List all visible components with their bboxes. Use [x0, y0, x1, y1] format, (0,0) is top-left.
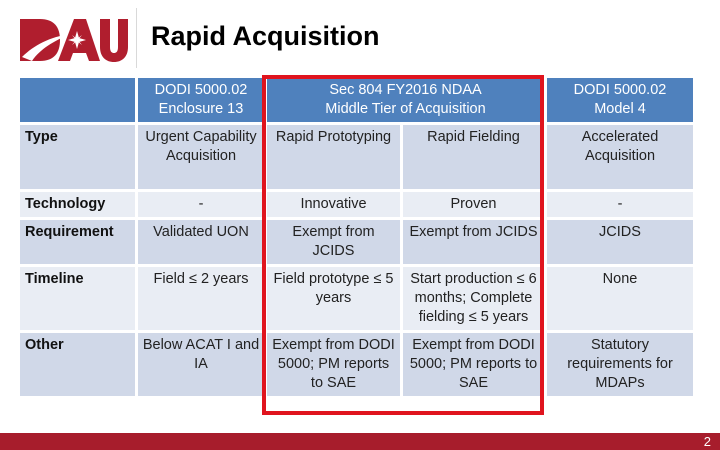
- footer-bar: 2: [0, 433, 720, 450]
- table-cell: Rapid Fielding: [403, 125, 544, 189]
- table-row-technology: Technology - Innovative Proven -: [20, 192, 693, 217]
- column-header-label: DODI 5000.02 Enclosure 13: [154, 82, 248, 117]
- table-cell: Validated UON: [138, 220, 264, 264]
- table-cell: Below ACAT I and IA: [138, 333, 264, 396]
- table-cell: -: [138, 192, 264, 217]
- table-cell: Start production ≤ 6 months; Complete fi…: [403, 267, 544, 330]
- column-header-enclosure-13: DODI 5000.02 Enclosure 13: [138, 78, 264, 122]
- column-header-sec-804: Sec 804 FY2016 NDAA Middle Tier of Acqui…: [267, 78, 544, 122]
- table-cell: Exempt from DODI 5000; PM reports to SAE: [403, 333, 544, 396]
- row-label: Timeline: [20, 267, 135, 330]
- table-row-requirement: Requirement Validated UON Exempt from JC…: [20, 220, 693, 264]
- table-row-timeline: Timeline Field ≤ 2 years Field prototype…: [20, 267, 693, 330]
- dau-logo: [20, 17, 128, 63]
- table-cell: Accelerated Acquisition: [547, 125, 693, 189]
- table-cell: Exempt from DODI 5000; PM reports to SAE: [267, 333, 400, 396]
- table-row-type: Type Urgent Capability Acquisition Rapid…: [20, 125, 693, 189]
- table-cell: Innovative: [267, 192, 400, 217]
- page-number: 2: [703, 434, 711, 449]
- table-cell: Statutory requirements for MDAPs: [547, 333, 693, 396]
- table-cell: Rapid Prototyping: [267, 125, 400, 189]
- table-cell: Field prototype ≤ 5 years: [267, 267, 400, 330]
- dau-logo-icon: [20, 19, 128, 62]
- table-cell: JCIDS: [547, 220, 693, 264]
- table-cell: Proven: [403, 192, 544, 217]
- table-cell: Exempt from JCIDS: [403, 220, 544, 264]
- table-row-other: Other Below ACAT I and IA Exempt from DO…: [20, 333, 693, 396]
- title-divider: [136, 8, 137, 68]
- table-cell: Urgent Capability Acquisition: [138, 125, 264, 189]
- comparison-table: DODI 5000.02 Enclosure 13 Sec 804 FY2016…: [17, 75, 696, 399]
- table-cell: Exempt from JCIDS: [267, 220, 400, 264]
- row-label: Requirement: [20, 220, 135, 264]
- table-header-row: DODI 5000.02 Enclosure 13 Sec 804 FY2016…: [20, 78, 693, 122]
- table-cell: None: [547, 267, 693, 330]
- row-label: Other: [20, 333, 135, 396]
- table-cell: -: [547, 192, 693, 217]
- column-header-empty: [20, 78, 135, 122]
- column-header-label: DODI 5000.02 Model 4: [573, 82, 667, 117]
- page-title: Rapid Acquisition: [151, 21, 380, 51]
- row-label: Technology: [20, 192, 135, 217]
- column-header-model-4: DODI 5000.02 Model 4: [547, 78, 693, 122]
- column-header-label: Sec 804 FY2016 NDAA Middle Tier of Acqui…: [325, 82, 486, 117]
- row-label: Type: [20, 125, 135, 189]
- table-cell: Field ≤ 2 years: [138, 267, 264, 330]
